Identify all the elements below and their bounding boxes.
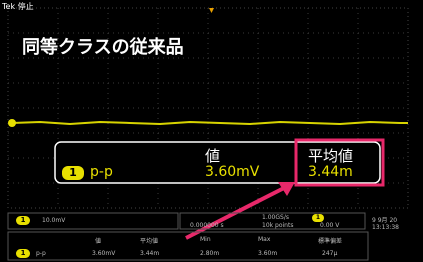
- trigger-level: 0.00 V: [320, 222, 339, 229]
- stats-header: Max: [258, 236, 270, 243]
- waveform-trace: [12, 122, 408, 124]
- channel-badge: 1: [62, 166, 84, 180]
- oscilloscope-screen: Tek 停止 同等クラスの従来品 値 平均値 1 p-p 3.60mV 3.44…: [0, 0, 423, 262]
- trigger-marker: [209, 8, 214, 13]
- stats-value: 3.60m: [258, 250, 277, 257]
- record-length: 10k points: [262, 222, 293, 229]
- overlay-title: 同等クラスの従来品: [22, 33, 184, 59]
- vertical-scale: 10.0mV: [42, 217, 65, 224]
- stats-value: 3.60mV: [92, 250, 115, 257]
- stats-header: Min: [200, 236, 211, 243]
- channel-marker: [8, 119, 16, 127]
- column-header: 値: [205, 145, 220, 166]
- measure-type: p-p: [90, 164, 113, 180]
- stats-value: 2.80m: [200, 250, 219, 257]
- stats-measure: p-p: [36, 250, 46, 257]
- stats-value: 3.44m: [140, 250, 159, 257]
- trigger-channel: 1: [312, 214, 324, 222]
- run-status: 停止: [18, 2, 34, 11]
- column-header: 平均値: [308, 145, 353, 166]
- measure-value: 3.60mV: [205, 164, 259, 180]
- stats-header: 標準偏差: [318, 236, 342, 245]
- time: 13:13:38: [372, 224, 399, 231]
- sample-rate: 1.00GS/s: [262, 214, 289, 221]
- channel-badge: 1: [16, 216, 30, 225]
- channel-badge: 1: [16, 249, 30, 258]
- brand: Tek: [2, 2, 15, 11]
- status-panel: [8, 213, 178, 229]
- trigger-position: 0.000000 s: [190, 222, 224, 229]
- stats-header: 平均値: [140, 236, 158, 245]
- date: 9 9月 20: [372, 215, 397, 224]
- stats-header: 値: [95, 236, 101, 245]
- header: Tek 停止: [2, 1, 34, 12]
- stats-value: 247μ: [322, 250, 337, 257]
- measure-mean: 3.44m: [308, 164, 353, 180]
